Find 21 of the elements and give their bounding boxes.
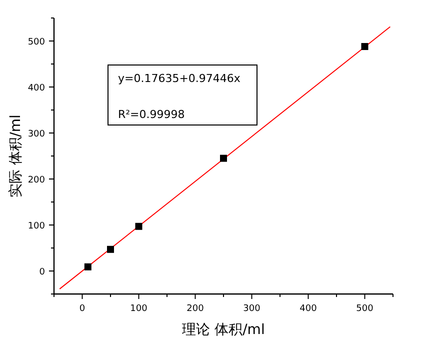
- y-tick-label: 200: [28, 176, 46, 186]
- y-tick-label: 300: [28, 130, 46, 140]
- point: [84, 263, 92, 270]
- x-tick-label: 500: [356, 304, 374, 314]
- x-tick-label: 0: [79, 304, 86, 314]
- y-tick-label: 0: [39, 268, 46, 278]
- x-tick-label: 200: [186, 304, 204, 314]
- x-tick-label: 100: [130, 304, 148, 314]
- x-tick-label: 300: [243, 304, 261, 314]
- point: [135, 222, 142, 230]
- point: [107, 246, 114, 253]
- y-axis-title: 实际 体积/ml: [8, 114, 24, 198]
- y-tick-label: 500: [28, 38, 46, 48]
- annotation: y=0.17635+0.97446x: [118, 72, 241, 85]
- y-tick-label: 400: [28, 84, 46, 94]
- y-tick-label: 100: [28, 222, 46, 232]
- x-axis-title: 理论 体积/ml: [182, 322, 265, 338]
- point: [220, 154, 227, 162]
- annotation: R²=0.99998: [118, 108, 185, 121]
- x-tick-label: 400: [300, 304, 318, 314]
- point: [361, 43, 368, 50]
